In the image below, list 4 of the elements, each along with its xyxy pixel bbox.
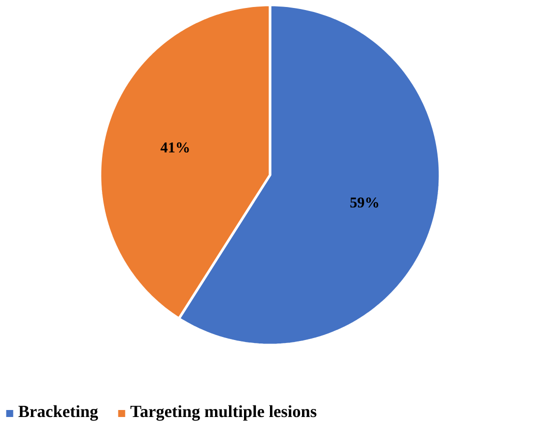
legend-label: Bracketing [18,405,98,421]
data-label: 41% [160,142,189,153]
data-label: 59% [350,197,378,208]
legend-label: Targeting multiple lesions [130,405,316,421]
